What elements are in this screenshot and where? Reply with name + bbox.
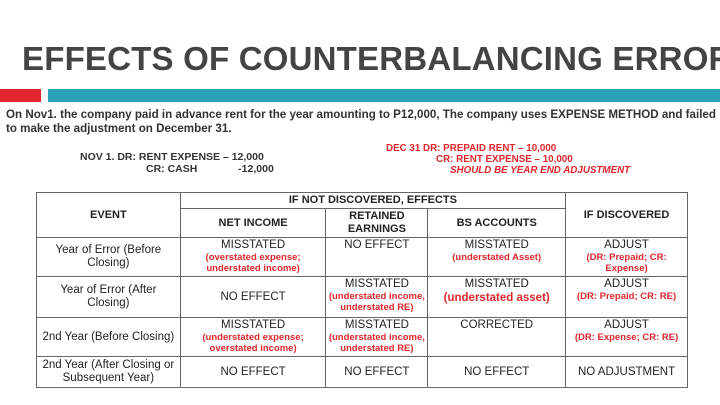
- header-net-income: NET INCOME: [179, 208, 327, 238]
- if-discovered-cell-note: (DR: Prepaid; CR: RE): [576, 291, 677, 302]
- if-discovered-cell: ADJUST (DR: Prepaid; CR: RE): [565, 276, 688, 318]
- bs-accounts-cell-text: NO EFFECT: [464, 365, 530, 378]
- bs-accounts-cell-text: CORRECTED: [460, 319, 534, 331]
- if-discovered-cell-note: (DR: Prepaid; CR: Expense): [586, 252, 667, 274]
- event-cell-text: 2nd Year (Before Closing): [42, 330, 175, 343]
- retained-earnings-cell-text: NO EFFECT: [344, 365, 410, 378]
- retained-earnings-cell: MISSTATED (understated income, understate…: [325, 276, 429, 318]
- bs-accounts-cell: NO EFFECT: [427, 356, 567, 388]
- net-income-cell-text: NO EFFECT: [220, 365, 286, 378]
- bs-accounts-cell: MISSTATED (understated asset): [427, 276, 567, 318]
- retained-earnings-cell-text: MISSTATED: [344, 278, 409, 290]
- header-event: EVENT: [36, 192, 181, 238]
- net-income-cell-text: MISSTATED: [221, 319, 286, 331]
- retained-earnings-cell-note: (understated income, understated RE): [328, 332, 425, 354]
- dec-journal-entry: DEC 31 DR: PREPAID RENT – 10,000 CR: RENT…: [386, 143, 630, 176]
- event-cell-text: Year of Error (Before Closing): [55, 244, 162, 269]
- if-discovered-cell-note: (DR: Expense; CR: RE): [574, 332, 679, 343]
- retained-earnings-cell-text: MISSTATED: [344, 319, 409, 331]
- bs-accounts-cell-note: (understated asset): [443, 292, 550, 304]
- bs-accounts-cell-note: (understated Asset): [452, 252, 542, 263]
- header-bs-accounts: BS ACCOUNTS: [427, 208, 567, 238]
- intro-text: On Nov1. the company paid in advance ren…: [6, 108, 716, 135]
- dec-entry-line3: SHOULD BE YEAR END ADJUSTMENT: [450, 165, 631, 176]
- event-cell: 2nd Year (After Closing or Subsequent Ye…: [36, 356, 181, 388]
- event-cell: Year of Error (Before Closing): [36, 237, 181, 277]
- event-cell-text: 2nd Year (After Closing or Subsequent Ye…: [42, 359, 175, 384]
- if-discovered-cell-text: ADJUST: [604, 278, 649, 290]
- page-title: EFFECTS OF COUNTERBALANCING ERRORS: [22, 40, 720, 77]
- event-cell: 2nd Year (Before Closing): [36, 317, 181, 357]
- net-income-cell: NO EFFECT: [179, 276, 327, 318]
- net-income-cell: MISSTATED (understated expense; overstate…: [179, 317, 327, 357]
- table-row: Year of Error (Before Closing) MISSTATED(…: [36, 237, 688, 277]
- net-income-cell-text: NO EFFECT: [220, 290, 286, 303]
- effects-table: EVENT IF NOT DISCOVERED, EFFECTS IF DISC…: [36, 192, 688, 388]
- retained-earnings-cell: NO EFFECT: [325, 356, 429, 388]
- header-group: IF NOT DISCOVERED, EFFECTS: [179, 192, 567, 209]
- retained-earnings-cell-note: (understated income, understated RE): [328, 291, 425, 313]
- bs-accounts-cell: CORRECTED: [427, 317, 567, 357]
- table-row: 2nd Year (After Closing or Subsequent Ye…: [36, 356, 688, 388]
- retained-earnings-cell-text: NO EFFECT: [344, 239, 410, 251]
- net-income-cell-note: (understated expense; overstated income): [202, 332, 304, 354]
- table-row: 2nd Year (Before Closing) MISSTATED (under…: [36, 317, 688, 357]
- bs-accounts-cell-text: MISSTATED: [464, 239, 529, 251]
- event-cell-text: Year of Error (After Closing): [60, 284, 157, 309]
- bs-accounts-cell-text: MISSTATED: [464, 278, 529, 290]
- retained-earnings-cell: MISSTATED (understated income, understate…: [325, 317, 429, 357]
- table-row: Year of Error (After Closing) NO EFFECT MI…: [36, 276, 688, 318]
- if-discovered-cell: ADJUST (DR: Expense; CR: RE): [565, 317, 688, 357]
- accent-bar-teal: [48, 89, 720, 102]
- if-discovered-cell: ADJUST (DR: Prepaid; CR: Expense): [565, 237, 688, 277]
- net-income-cell-note: (overstated expense; understated income): [205, 252, 301, 274]
- retained-earnings-cell: NO EFFECT: [325, 237, 429, 277]
- net-income-cell-text: MISSTATED: [221, 239, 286, 251]
- header-retained-earnings: RETAINED EARNINGS: [325, 208, 429, 238]
- dec-entry-line2: CR: RENT EXPENSE – 10,000: [436, 154, 573, 165]
- net-income-cell: MISSTATED (overstated expense; understate…: [179, 237, 327, 277]
- nov-entry-line1: NOV 1. DR: RENT EXPENSE – 12,000: [80, 151, 264, 163]
- dec-entry-line1: DEC 31 DR: PREPAID RENT – 10,000: [386, 143, 557, 154]
- bs-accounts-cell: MISSTATED (understated Asset): [427, 237, 567, 277]
- if-discovered-cell-text: ADJUST: [604, 239, 649, 251]
- nov-entry-line2: CR: CASH -12,000: [146, 163, 274, 175]
- header-if-discovered: IF DISCOVERED: [565, 192, 688, 238]
- nov-journal-entry: NOV 1. DR: RENT EXPENSE – 12,000 CR: CASH…: [80, 151, 274, 175]
- if-discovered-cell-text: ADJUST: [604, 319, 649, 331]
- event-cell: Year of Error (After Closing): [36, 276, 181, 318]
- if-discovered-cell: NO ADJUSTMENT: [565, 356, 688, 388]
- if-discovered-cell-text: NO ADJUSTMENT: [577, 365, 676, 378]
- net-income-cell: NO EFFECT: [179, 356, 327, 388]
- accent-bar-red: [0, 89, 41, 102]
